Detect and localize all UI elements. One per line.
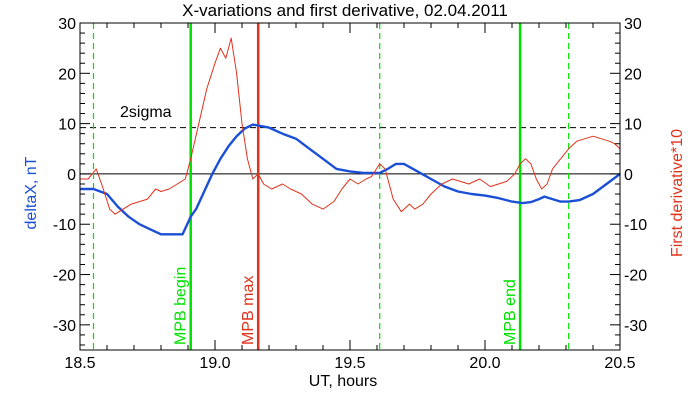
y-tick-label-left: 30	[58, 16, 76, 33]
vline-label-mpb-begin: MPB begin	[173, 267, 190, 345]
x-tick-label: 19.0	[199, 355, 230, 372]
y-tick-label-right: -30	[624, 318, 647, 335]
vertical-line-labels: MPB begin MPB max MPB end	[173, 267, 519, 345]
y-tick-label-left: 20	[58, 66, 76, 83]
series-derivative	[80, 37, 621, 215]
reference-lines	[80, 23, 620, 350]
chart-title: X-variations and first derivative, 02.04…	[182, 1, 508, 20]
y-tick-label-right: -10	[624, 217, 647, 234]
x-tick-label: 18.5	[64, 355, 95, 372]
sigma-label: 2sigma	[120, 104, 172, 121]
y-tick-label-left: 0	[67, 167, 76, 184]
x-tick-label: 19.5	[334, 355, 365, 372]
axes: 18.5 19.0 19.5 20.0 20.5 -30 -30 -20 -20 -10 -10 0 0…	[53, 16, 647, 372]
series-lines	[80, 37, 621, 236]
y-tick-label-left: -10	[53, 217, 76, 234]
y-tick-label-right: 30	[624, 16, 642, 33]
x-axis-label: UT, hours	[309, 373, 377, 390]
y-tick-label-left: -30	[53, 318, 76, 335]
series-deltaX	[80, 123, 621, 236]
vline-label-mpb-end: MPB end	[502, 279, 519, 345]
y-tick-label-right: 20	[624, 66, 642, 83]
vline-label-mpb-max: MPB max	[240, 276, 257, 345]
x-tick-label: 20.5	[604, 355, 635, 372]
y-tick-label-right: 0	[624, 167, 633, 184]
y-tick-label-right: 10	[624, 117, 642, 134]
y-tick-label-right: -20	[624, 268, 647, 285]
y-axis-label-left: deltaX, nT	[23, 156, 40, 229]
y-tick-label-left: 10	[58, 117, 76, 134]
plot-frame	[79, 22, 621, 351]
x-tick-label: 20.0	[469, 355, 500, 372]
y-tick-label-left: -20	[53, 268, 76, 285]
y-axis-label-right: First derivative*10	[669, 129, 686, 257]
